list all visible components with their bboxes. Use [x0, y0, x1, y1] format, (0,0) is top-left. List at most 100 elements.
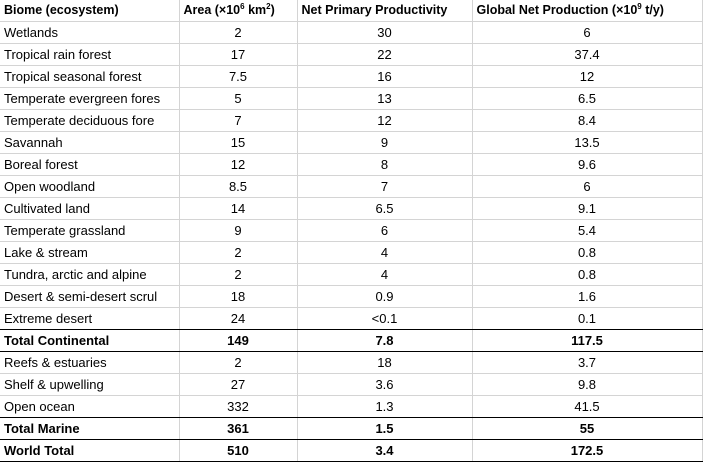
table-row: Shelf & upwelling 27 3.6 9.8 [0, 373, 703, 396]
cell-gnp[interactable]: 1.6 [472, 285, 703, 308]
cell-npp[interactable]: 6.5 [297, 197, 473, 220]
cell-area[interactable]: 9 [179, 219, 298, 242]
cell-biome[interactable]: Tropical rain forest [0, 43, 180, 66]
cell-area[interactable]: 332 [179, 395, 298, 418]
cell-area[interactable]: 8.5 [179, 175, 298, 198]
header-area-unit: km [244, 3, 267, 17]
cell-biome[interactable]: Temperate evergreen fores [0, 87, 180, 110]
cell-biome[interactable]: Total Marine [0, 417, 180, 440]
cell-biome[interactable]: Tropical seasonal forest [0, 65, 180, 88]
cell-biome[interactable]: Cultivated land [0, 197, 180, 220]
table-row: Cultivated land 14 6.5 9.1 [0, 197, 703, 220]
cell-area[interactable]: 149 [179, 329, 298, 352]
cell-area[interactable]: 2 [179, 21, 298, 44]
cell-area[interactable]: 7 [179, 109, 298, 132]
cell-gnp[interactable]: 9.8 [472, 373, 703, 396]
cell-gnp[interactable]: 55 [472, 417, 703, 440]
cell-area[interactable]: 5 [179, 87, 298, 110]
table-row: Extreme desert 24 <0.1 0.1 [0, 307, 703, 330]
cell-npp[interactable]: 4 [297, 263, 473, 286]
cell-area[interactable]: 2 [179, 241, 298, 264]
cell-biome[interactable]: Total Continental [0, 329, 180, 352]
cell-biome[interactable]: Lake & stream [0, 241, 180, 264]
table-row: Wetlands 2 30 6 [0, 21, 703, 44]
cell-npp[interactable]: 3.4 [297, 439, 473, 462]
cell-gnp[interactable]: 6 [472, 21, 703, 44]
cell-area[interactable]: 2 [179, 351, 298, 374]
cell-biome[interactable]: Shelf & upwelling [0, 373, 180, 396]
cell-gnp[interactable]: 3.7 [472, 351, 703, 374]
cell-area[interactable]: 14 [179, 197, 298, 220]
header-area[interactable]: Area (×106 km2) [179, 0, 298, 22]
cell-npp[interactable]: 30 [297, 21, 473, 44]
cell-gnp[interactable]: 5.4 [472, 219, 703, 242]
cell-npp[interactable]: 7 [297, 175, 473, 198]
cell-biome[interactable]: Extreme desert [0, 307, 180, 330]
cell-gnp[interactable]: 117.5 [472, 329, 703, 352]
cell-biome[interactable]: Temperate deciduous fore [0, 109, 180, 132]
header-npp[interactable]: Net Primary Productivity [297, 0, 473, 22]
cell-npp[interactable]: 0.9 [297, 285, 473, 308]
cell-area[interactable]: 361 [179, 417, 298, 440]
cell-biome[interactable]: Boreal forest [0, 153, 180, 176]
cell-biome[interactable]: World Total [0, 439, 180, 462]
cell-area[interactable]: 17 [179, 43, 298, 66]
cell-biome[interactable]: Open ocean [0, 395, 180, 418]
cell-npp[interactable]: 22 [297, 43, 473, 66]
cell-npp[interactable]: 16 [297, 65, 473, 88]
cell-gnp[interactable]: 6 [472, 175, 703, 198]
cell-biome[interactable]: Wetlands [0, 21, 180, 44]
cell-gnp[interactable]: 0.1 [472, 307, 703, 330]
cell-gnp[interactable]: 6.5 [472, 87, 703, 110]
cell-area[interactable]: 24 [179, 307, 298, 330]
cell-area[interactable]: 15 [179, 131, 298, 154]
cell-gnp[interactable]: 0.8 [472, 263, 703, 286]
cell-gnp[interactable]: 12 [472, 65, 703, 88]
cell-biome[interactable]: Tundra, arctic and alpine [0, 263, 180, 286]
cell-area[interactable]: 2 [179, 263, 298, 286]
cell-gnp[interactable]: 8.4 [472, 109, 703, 132]
cell-gnp[interactable]: 172.5 [472, 439, 703, 462]
cell-npp[interactable]: 1.3 [297, 395, 473, 418]
cell-npp[interactable]: 8 [297, 153, 473, 176]
cell-gnp[interactable]: 9.6 [472, 153, 703, 176]
table-body: Wetlands 2 30 6 Tropical rain forest 17 22 37.4… [0, 21, 703, 462]
cell-area[interactable]: 18 [179, 285, 298, 308]
cell-area[interactable]: 7.5 [179, 65, 298, 88]
cell-npp[interactable]: 7.8 [297, 329, 473, 352]
cell-npp[interactable]: 1.5 [297, 417, 473, 440]
cell-biome[interactable]: Savannah [0, 131, 180, 154]
header-area-exponent: 6 [240, 1, 245, 11]
cell-gnp[interactable]: 9.1 [472, 197, 703, 220]
cell-biome[interactable]: Reefs & estuaries [0, 351, 180, 374]
header-gnp-exponent: 9 [637, 1, 642, 11]
cell-npp[interactable]: <0.1 [297, 307, 473, 330]
cell-gnp[interactable]: 0.8 [472, 241, 703, 264]
table-row: Boreal forest 12 8 9.6 [0, 153, 703, 176]
cell-area[interactable]: 27 [179, 373, 298, 396]
table-row: Tundra, arctic and alpine 2 4 0.8 [0, 263, 703, 286]
table-row: Tropical seasonal forest 7.5 16 12 [0, 65, 703, 88]
cell-biome[interactable]: Desert & semi-desert scrul [0, 285, 180, 308]
cell-biome[interactable]: Open woodland [0, 175, 180, 198]
table-row: Tropical rain forest 17 22 37.4 [0, 43, 703, 66]
cell-biome[interactable]: Temperate grassland [0, 219, 180, 242]
cell-gnp[interactable]: 41.5 [472, 395, 703, 418]
header-gnp-prefix: Global Net Production (×10 [476, 3, 638, 17]
cell-npp[interactable]: 9 [297, 131, 473, 154]
cell-npp[interactable]: 6 [297, 219, 473, 242]
cell-area[interactable]: 510 [179, 439, 298, 462]
cell-gnp[interactable]: 13.5 [472, 131, 703, 154]
cell-gnp[interactable]: 37.4 [472, 43, 703, 66]
cell-npp[interactable]: 13 [297, 87, 473, 110]
cell-area[interactable]: 12 [179, 153, 298, 176]
cell-npp[interactable]: 4 [297, 241, 473, 264]
cell-npp[interactable]: 12 [297, 109, 473, 132]
table-row: Desert & semi-desert scrul 18 0.9 1.6 [0, 285, 703, 308]
header-gnp[interactable]: Global Net Production (×109 t/y) [472, 0, 703, 22]
header-area-unit-exponent: 2 [266, 1, 271, 11]
cell-npp[interactable]: 18 [297, 351, 473, 374]
cell-npp[interactable]: 3.6 [297, 373, 473, 396]
header-biome[interactable]: Biome (ecosystem) [0, 0, 180, 22]
